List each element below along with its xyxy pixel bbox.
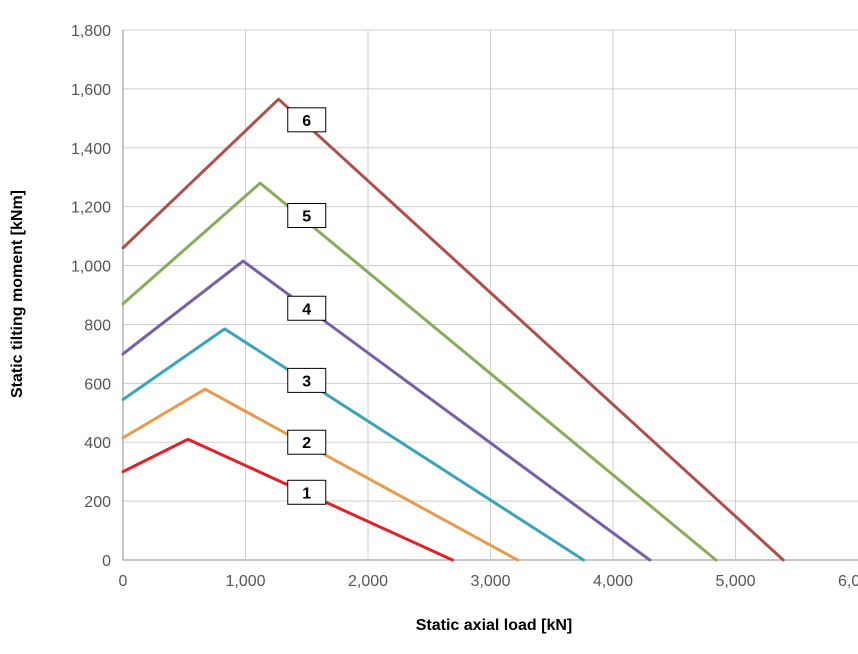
x-tick-label: 6,000 [838,573,858,590]
series-label-box [287,367,327,393]
series-line-5 [121,181,718,562]
series-label-text: 1 [302,485,311,502]
y-tick-label: 200 [84,494,111,511]
y-tick-label: 0 [102,553,111,570]
y-tick-label: 1,200 [71,200,111,217]
x-tick-label: 1,000 [225,573,265,590]
series-label-1: 1 [287,479,327,505]
series-label-box [287,429,327,455]
x-tick-label: 4,000 [593,573,633,590]
y-tick-label: 1,000 [71,259,111,276]
series-line-6 [121,97,785,562]
series-line-1 [121,437,454,562]
y-tick-label: 400 [84,435,111,452]
series-label-text: 4 [302,301,311,318]
series-label-text: 5 [302,209,311,226]
series-label-text: 2 [302,435,311,452]
x-tick-label: 5,000 [715,573,755,590]
y-axis-title: Static tilting moment [kNm] [9,190,26,398]
x-axis-title: Static axial load [kN] [416,617,573,634]
x-tick-label: 0 [119,573,128,590]
y-axis-ticks: 0 200 400 600 800 1,000 1,200 1,400 1,600 1,800 [71,23,111,570]
series-label-4: 4 [287,295,327,321]
x-axis-ticks: 0 1,000 2,000 3,000 4,000 5,000 6,000 [119,573,858,590]
series-line-2 [121,387,519,562]
series-line-4 [121,259,652,562]
series-label-text: 6 [302,113,311,130]
series-label-text: 3 [302,373,311,390]
series-label-box [287,295,327,321]
series-label-3: 3 [287,367,327,393]
grid [122,29,858,561]
series-lines [121,97,785,562]
series-label-box [287,479,327,505]
y-tick-label: 1,800 [71,23,111,40]
series-label-box [287,107,327,133]
series-line-3 [121,327,586,562]
y-tick-label: 800 [84,317,111,334]
y-tick-label: 1,600 [71,82,111,99]
y-tick-label: 600 [84,376,111,393]
series-label-box [287,203,327,228]
x-tick-label: 3,000 [470,573,510,590]
series-label-2: 2 [287,429,327,455]
series-label-5: 5 [287,203,327,228]
series-labels: 1 2 3 4 5 6 [287,107,327,505]
series-label-6: 6 [287,107,327,133]
y-tick-label: 1,400 [71,141,111,158]
x-tick-label: 2,000 [348,573,388,590]
